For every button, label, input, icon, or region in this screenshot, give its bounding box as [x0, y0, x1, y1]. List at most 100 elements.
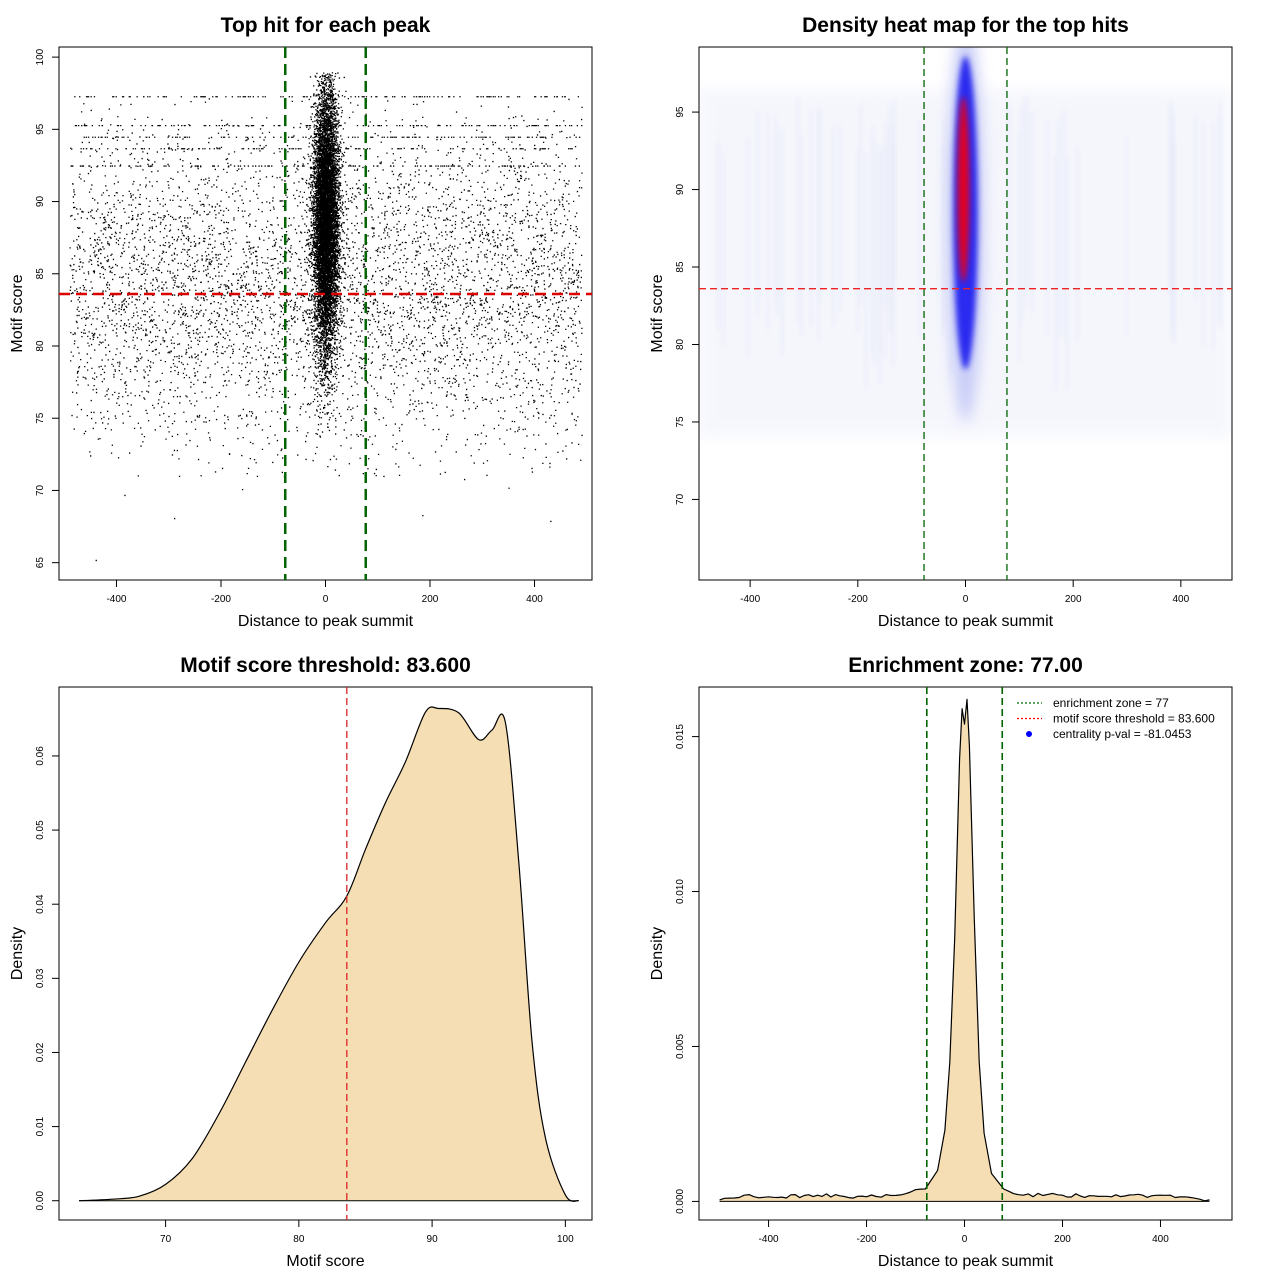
x-tick-label: 400 — [526, 594, 543, 605]
y-tick-label: 70 — [675, 493, 686, 505]
heatmap-layer — [699, 47, 1232, 438]
background-streak — [856, 147, 860, 334]
background-streak — [796, 97, 800, 324]
background-streak — [799, 135, 803, 338]
x-tick-label: 200 — [1065, 594, 1082, 605]
x-tick-label: 200 — [1054, 1234, 1071, 1245]
x-tick-label: 0 — [963, 594, 969, 605]
background-streak — [878, 143, 882, 353]
y-tick-label: 80 — [675, 338, 686, 350]
background-streak — [892, 143, 896, 367]
background-streak — [883, 144, 887, 359]
scatter-panel: Top hit for each peak Distance to peak su… — [9, 14, 593, 630]
x-tick-label: 100 — [557, 1234, 574, 1245]
y-tick-label: 95 — [675, 106, 686, 118]
y-tick-label: 85 — [675, 261, 686, 273]
background-streak — [809, 109, 813, 326]
x-tick-label: 0 — [962, 1234, 968, 1245]
y-tick-label: 0.010 — [675, 879, 686, 904]
y-tick-label: 0.05 — [35, 820, 46, 840]
density-peak — [957, 96, 970, 283]
plot-frame — [698, 686, 1233, 1221]
density-area — [79, 706, 579, 1202]
background-streak — [1057, 117, 1061, 338]
y-tick-label: 85 — [35, 268, 46, 280]
x-tick-label: 400 — [1173, 594, 1190, 605]
background-streak — [918, 120, 922, 339]
x-tick-label: -200 — [857, 1234, 877, 1245]
background-streak — [1054, 155, 1058, 391]
x-axis-label: Distance to peak summit — [238, 613, 414, 630]
y-tick-label: 90 — [35, 196, 46, 208]
background-streak — [1065, 154, 1069, 389]
x-tick-label: -400 — [740, 594, 760, 605]
background-streak — [864, 152, 868, 388]
background-streak — [831, 127, 835, 328]
background-streak — [1007, 102, 1011, 287]
x-tick-label: 70 — [160, 1234, 172, 1245]
background-streak — [1172, 141, 1176, 346]
x-tick-label: 200 — [422, 594, 439, 605]
background-streak — [859, 102, 863, 305]
chart-title: Enrichment zone: 77.00 — [848, 654, 1083, 677]
background-streak — [1020, 105, 1024, 328]
background-streak — [888, 104, 892, 333]
background-streak — [1211, 123, 1215, 350]
distance-density-panel: Enrichment zone: 77.00 Distance to peak s… — [649, 654, 1233, 1270]
y-axis-label: Density — [9, 927, 26, 980]
background-streak — [1017, 132, 1021, 363]
background-streak — [1076, 145, 1080, 341]
y-tick-label: 0.06 — [35, 746, 46, 766]
x-tick-label: 80 — [293, 1234, 305, 1245]
background-streak — [942, 146, 946, 338]
background-streak — [716, 140, 720, 332]
y-tick-label: 95 — [35, 123, 46, 135]
background-streak — [756, 111, 760, 316]
y-axis-label: Density — [649, 927, 666, 980]
y-tick-label: 75 — [675, 416, 686, 428]
background-streak — [1168, 100, 1172, 298]
y-tick-label: 0.005 — [675, 1034, 686, 1059]
x-tick-label: -400 — [759, 1234, 779, 1245]
background-streak — [746, 136, 750, 357]
background-streak — [1201, 123, 1205, 346]
plot-frame — [58, 686, 593, 1221]
y-axis-label: Motif score — [9, 274, 26, 352]
background-streak — [780, 126, 784, 356]
score-density-panel: Motif score threshold: 83.600 Motif score… — [9, 654, 593, 1270]
y-tick-label: 0.015 — [675, 724, 686, 749]
x-axis-label: Distance to peak summit — [878, 613, 1054, 630]
background-streak — [1030, 111, 1034, 314]
background-streak — [1170, 105, 1174, 340]
x-tick-label: -400 — [106, 594, 126, 605]
y-tick-label: 0.01 — [35, 1116, 46, 1136]
background-streak — [817, 112, 821, 297]
legend-point-marker — [1026, 731, 1032, 737]
y-tick-label: 0.02 — [35, 1042, 46, 1062]
background-streak — [1023, 96, 1027, 311]
y-tick-label: 65 — [35, 557, 46, 569]
background-streak — [1062, 108, 1066, 339]
y-tick-label: 100 — [35, 48, 46, 65]
y-tick-label: 80 — [35, 340, 46, 352]
legend-label: enrichment zone = 77 — [1053, 696, 1169, 710]
heatmap-panel: Density heat map for the top hits Distanc… — [649, 14, 1233, 630]
legend: enrichment zone = 77 motif score threshol… — [1017, 696, 1215, 741]
chart-title: Top hit for each peak — [221, 14, 431, 37]
x-tick-label: 400 — [1152, 1234, 1169, 1245]
background-streak — [1218, 103, 1222, 328]
background-streak — [774, 117, 778, 302]
legend-label: motif score threshold = 83.600 — [1053, 712, 1215, 726]
background-streak — [890, 123, 894, 331]
background-streak — [721, 152, 725, 346]
x-tick-label: 90 — [427, 1234, 439, 1245]
y-tick-label: 0.000 — [675, 1188, 686, 1213]
chart-title: Density heat map for the top hits — [802, 14, 1129, 37]
background-streak — [1025, 97, 1029, 290]
density-curve — [719, 698, 1210, 1202]
background-streak — [1125, 136, 1129, 336]
x-tick-label: 0 — [323, 594, 329, 605]
y-tick-label: 90 — [675, 184, 686, 196]
